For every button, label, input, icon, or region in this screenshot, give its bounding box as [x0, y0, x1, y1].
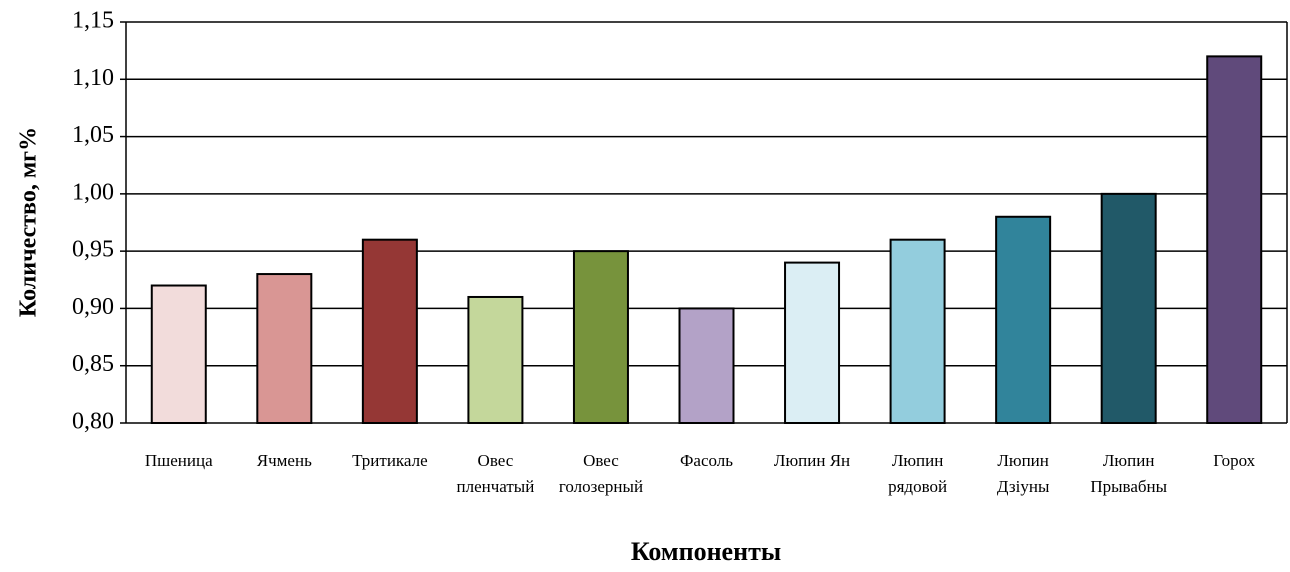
- x-tick-label: Люпин Прывабны: [1090, 451, 1167, 496]
- x-tick-label: Люпин Ян: [774, 451, 850, 470]
- bar: [678, 307, 735, 424]
- x-tick-label: Овес пленчатый: [456, 451, 534, 496]
- x-tick-label: Люпин Дзіуны: [997, 451, 1050, 496]
- y-tick-label: 1,00: [72, 179, 114, 205]
- bar: [467, 295, 524, 425]
- x-tick-label: Горох: [1213, 451, 1255, 470]
- y-axis-title: Количество, мг%: [16, 127, 42, 317]
- bar: [995, 215, 1052, 424]
- y-tick-label: 1,10: [72, 65, 114, 91]
- x-tick-label: Фасоль: [680, 451, 733, 470]
- bar: [361, 238, 418, 424]
- y-tick-label: 0,95: [72, 237, 114, 263]
- x-tick-label: Ячмень: [257, 451, 312, 470]
- x-tick-label: Тритикале: [352, 451, 428, 470]
- y-tick-label: 0,80: [72, 409, 114, 435]
- bar: [1100, 192, 1157, 424]
- x-tick-label: Люпин рядовой: [888, 451, 947, 496]
- x-tick-label: Пшеница: [145, 451, 213, 470]
- bar: [1206, 55, 1263, 424]
- x-tick-label: Овес голозерный: [559, 451, 643, 496]
- bar: [889, 238, 946, 424]
- y-tick-label: 1,05: [72, 122, 114, 148]
- bar: [572, 250, 629, 424]
- y-tick-label: 1,15: [72, 8, 114, 34]
- bar: [150, 284, 207, 424]
- bar: [256, 273, 313, 424]
- y-tick-label: 0,90: [72, 294, 114, 320]
- x-axis-title: Компоненты: [631, 537, 781, 566]
- y-tick-label: 0,85: [72, 351, 114, 377]
- bar: [784, 261, 841, 424]
